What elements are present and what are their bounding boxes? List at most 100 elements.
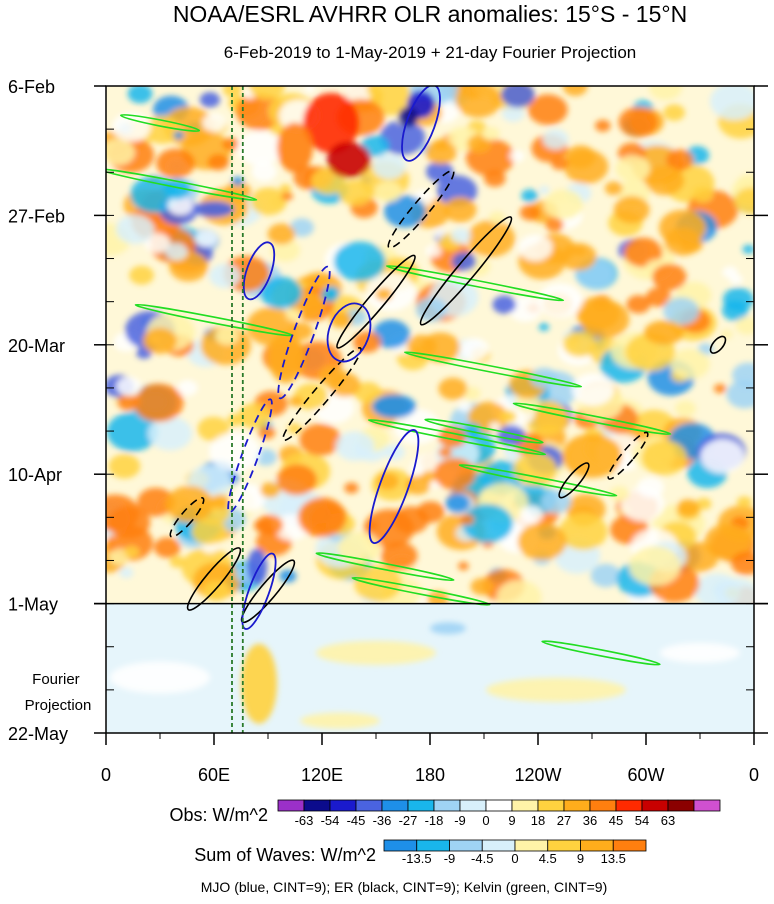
anomaly-patch	[645, 165, 685, 196]
strong-anomaly	[268, 331, 304, 384]
anomaly-patch	[735, 316, 754, 335]
anomaly-patch	[538, 185, 550, 195]
kelvin-contour	[403, 351, 583, 388]
mjo-contour	[326, 302, 372, 363]
er-contour	[419, 216, 513, 326]
anomaly-patch	[542, 129, 569, 150]
anomaly-patch	[366, 86, 380, 96]
strong-anomaly	[277, 122, 313, 173]
anomaly-patch	[333, 241, 386, 282]
x-tick-label: 120W	[514, 765, 561, 785]
anomaly-patch	[156, 148, 195, 179]
projection-patch	[300, 712, 380, 729]
anomaly-patch	[281, 192, 293, 201]
anomaly-patch	[527, 94, 568, 125]
anomaly-patch	[545, 217, 564, 232]
obs-legend-label: Obs: W/m^2	[170, 805, 268, 825]
anomaly-patch	[663, 104, 685, 121]
anomaly-patch	[215, 326, 239, 345]
anomaly-patch	[571, 373, 614, 406]
anomaly-patch	[492, 295, 517, 314]
anomaly-patch	[127, 86, 153, 104]
projection-label: Fourier Projection	[25, 671, 92, 714]
x-tick-label: 120E	[301, 765, 343, 785]
colorbar-label: 27	[557, 813, 571, 828]
er-contour	[558, 462, 590, 499]
anomaly-patch	[700, 439, 745, 474]
anomaly-patch	[460, 338, 489, 361]
anomaly-patch	[645, 287, 672, 307]
anomaly-patch	[559, 512, 608, 551]
anomaly-patch	[116, 214, 154, 244]
anomaly-patch	[670, 348, 710, 380]
olr-anomaly-field	[106, 86, 754, 615]
colorbar-swatch	[303, 799, 331, 812]
strong-anomaly	[194, 201, 234, 218]
anomaly-patch	[372, 319, 410, 349]
anomaly-patch	[144, 233, 171, 253]
anomaly-patch	[652, 263, 687, 291]
anomaly-patch	[663, 297, 700, 325]
colorbar-label: 9	[577, 851, 584, 866]
anomaly-patch	[458, 561, 469, 571]
y-tick-label: 27-Feb	[8, 206, 65, 226]
wave-colorbar: -13.5 -9 -4.5 0 4.5 9 13.5	[383, 839, 647, 866]
colorbar-label: -45	[347, 813, 366, 828]
anomaly-patch	[458, 401, 472, 412]
anomaly-patch	[513, 452, 557, 487]
projection-background	[106, 603, 754, 733]
anomaly-patch	[455, 86, 502, 118]
y-axis: 6-Feb 27-Feb 20-Mar 10-Apr 1-May 22-May	[8, 77, 768, 744]
anomaly-patch	[129, 265, 155, 285]
anomaly-patch	[692, 185, 714, 203]
strong-anomaly	[372, 394, 416, 419]
colorbar-label: 9	[508, 813, 515, 828]
anomaly-patch	[729, 274, 743, 285]
anomaly-patch	[165, 243, 188, 261]
anomaly-patch	[222, 86, 243, 98]
anomaly-patch	[372, 153, 406, 180]
colorbar-swatch	[563, 799, 591, 812]
projection-patch	[486, 677, 626, 702]
anomaly-patch	[173, 131, 184, 140]
kelvin-contour	[458, 464, 618, 497]
anomaly-patch	[293, 383, 328, 410]
anomaly-patch	[666, 149, 694, 171]
colorbar-swatch	[481, 839, 516, 852]
anomaly-patch	[736, 496, 753, 508]
anomaly-patch	[590, 563, 622, 588]
strong-anomaly	[303, 92, 359, 153]
anomaly-patch	[299, 423, 342, 456]
anomaly-patch	[426, 161, 454, 183]
mjo-contour	[277, 265, 331, 400]
anomaly-patch	[732, 362, 754, 388]
anomaly-patch	[508, 296, 542, 322]
anomaly-patch	[209, 263, 241, 288]
projection-patch	[660, 642, 740, 663]
anomaly-patch	[199, 92, 220, 108]
colorbar-swatch	[667, 799, 695, 812]
colorbar-label: 0	[482, 813, 489, 828]
anomaly-patch	[260, 276, 303, 309]
anomaly-patch	[143, 327, 177, 354]
anomaly-patch	[165, 485, 214, 523]
projection-patch	[110, 661, 210, 694]
colorbar-label: 45	[609, 813, 623, 828]
colorbar-swatch	[329, 799, 357, 812]
kelvin-contour	[424, 418, 544, 444]
anomaly-patch	[540, 490, 572, 514]
colorbar-label: -4.5	[471, 851, 493, 866]
colorbar-swatch	[355, 799, 383, 812]
projection-patches	[110, 622, 740, 729]
anomaly-patch	[276, 464, 317, 496]
anomaly-patch	[721, 300, 749, 321]
anomaly-patch	[710, 86, 754, 120]
kelvin-contour	[367, 419, 547, 456]
anomaly-patch	[119, 567, 134, 579]
colorbar-swatch	[580, 839, 614, 852]
anomaly-patch	[518, 234, 553, 261]
er-contour	[282, 347, 362, 442]
anomaly-patch	[445, 493, 471, 513]
anomaly-patch	[544, 189, 583, 220]
anomaly-patch	[676, 499, 700, 517]
